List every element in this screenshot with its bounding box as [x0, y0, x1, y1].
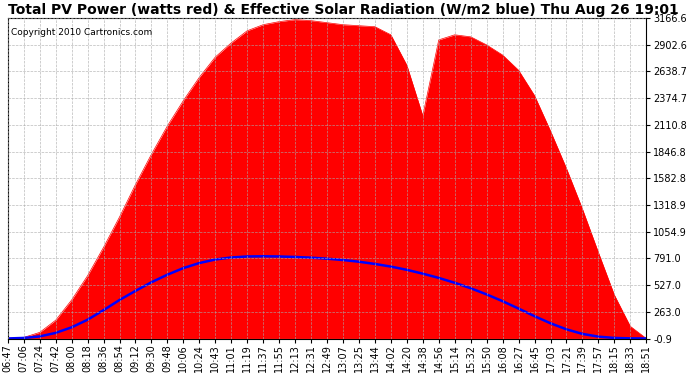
Text: Copyright 2010 Cartronics.com: Copyright 2010 Cartronics.com	[11, 27, 152, 36]
Text: Total PV Power (watts red) & Effective Solar Radiation (W/m2 blue) Thu Aug 26 19: Total PV Power (watts red) & Effective S…	[8, 3, 678, 17]
